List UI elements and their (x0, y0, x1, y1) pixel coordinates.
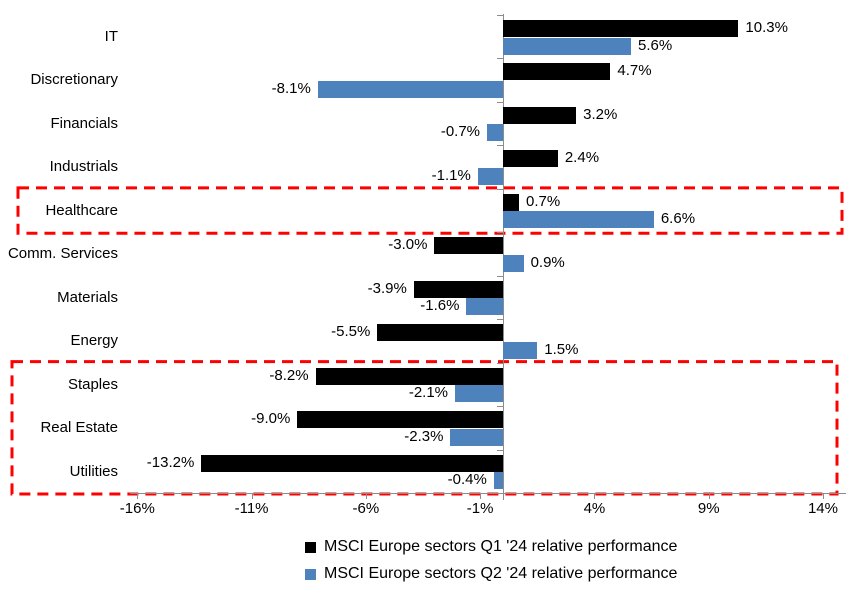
x-axis-tick-label: 14% (807, 500, 838, 517)
category-label-comm-services: Comm. Services (7, 245, 118, 263)
y-axis-tick (497, 493, 503, 494)
value-label-q2-comm-services: 0.9% (530, 253, 565, 271)
value-label-q2-it: 5.6% (637, 36, 673, 54)
y-axis-tick (497, 406, 503, 408)
category-label-real-estate: Real Estate (40, 419, 118, 437)
bar-q1-utilities (201, 454, 503, 472)
value-label-q2-real-estate: -2.3% (404, 427, 444, 445)
x-axis-tick (137, 493, 139, 499)
category-label-financials: Financials (50, 114, 118, 132)
bar-q1-energy (377, 324, 503, 342)
y-axis-tick (497, 58, 503, 60)
value-label-q2-materials: -1.6% (420, 297, 460, 315)
bar-q2-healthcare (503, 211, 654, 229)
bar-q1-comm-services (434, 237, 503, 255)
value-label-q2-staples: -2.1% (408, 384, 449, 402)
value-label-q1-materials: -3.9% (367, 279, 407, 297)
bar-q1-financials (503, 106, 577, 124)
bar-q2-industrials (477, 167, 503, 185)
x-axis-tick (480, 493, 482, 499)
x-axis-line (130, 493, 846, 494)
x-axis-tick-label: -1% (466, 500, 494, 517)
bar-q2-materials (466, 298, 503, 316)
category-label-staples: Staples (67, 375, 118, 393)
chart-legend: MSCI Europe sectors Q1 '24 relative perf… (305, 536, 677, 590)
bar-q2-discretionary (317, 80, 503, 98)
bar-q1-it (503, 20, 739, 37)
value-label-q1-utilities: -13.2% (146, 453, 195, 471)
y-axis-tick (497, 319, 503, 321)
q2-legend-swatch-icon (305, 568, 316, 580)
y-axis-tick (497, 15, 503, 16)
legend-item-q1: MSCI Europe sectors Q1 '24 relative perf… (305, 536, 677, 558)
value-label-q2-healthcare: 6.6% (660, 210, 696, 228)
q1-legend-swatch-icon (305, 541, 316, 553)
x-axis-tick-label: 4% (583, 500, 606, 517)
category-label-healthcare: Healthcare (45, 201, 118, 219)
category-label-energy: Energy (70, 332, 118, 350)
category-label-industrials: Industrials (49, 158, 118, 176)
value-label-q1-energy: -5.5% (331, 323, 371, 341)
value-label-q2-utilities: -0.4% (447, 471, 487, 489)
bar-q1-staples (315, 367, 503, 385)
bar-q1-industrials (503, 150, 558, 168)
bar-q2-staples (455, 385, 503, 403)
category-label-utilities: Utilities (69, 462, 118, 480)
x-axis-tick-label: -16% (119, 500, 155, 517)
value-label-q2-discretionary: -8.1% (271, 79, 311, 97)
legend-label-q1: MSCI Europe sectors Q1 '24 relative perf… (324, 538, 678, 555)
legend-item-q2: MSCI Europe sectors Q2 '24 relative perf… (305, 563, 677, 585)
bar-q1-materials (413, 280, 503, 298)
x-axis-tick (365, 493, 367, 499)
x-axis-tick-label: 9% (697, 500, 720, 517)
value-label-q2-energy: 1.5% (544, 340, 579, 358)
bar-q2-utilities (493, 472, 503, 490)
value-label-q1-financials: 3.2% (583, 105, 618, 123)
bar-q1-healthcare (503, 193, 519, 211)
category-label-materials: Materials (57, 288, 118, 306)
legend-label-q2: MSCI Europe sectors Q2 '24 relative perf… (324, 565, 678, 582)
y-axis-tick (497, 275, 503, 277)
value-label-q1-healthcare: 0.7% (525, 192, 561, 210)
value-label-q1-staples: -8.2% (269, 366, 309, 384)
y-axis-tick (497, 145, 503, 147)
x-axis-tick (594, 493, 596, 499)
value-label-q1-industrials: 2.4% (564, 149, 600, 167)
value-label-q2-industrials: -1.1% (431, 166, 471, 184)
healthcare-highlight (16, 186, 844, 235)
value-label-q1-it: 10.3% (745, 19, 788, 36)
y-axis-tick (497, 362, 503, 364)
y-axis-tick (497, 449, 503, 451)
bar-q1-real-estate (297, 411, 503, 429)
y-axis-tick (497, 232, 503, 234)
value-label-q1-real-estate: -9.0% (251, 410, 291, 428)
y-axis-tick (497, 101, 503, 103)
bar-q2-energy (503, 341, 538, 359)
category-label-it: IT (104, 28, 118, 45)
value-label-q1-comm-services: -3.0% (388, 236, 428, 254)
x-axis-tick-label: -6% (352, 500, 380, 517)
x-axis-tick (708, 493, 710, 499)
bar-q2-it (503, 37, 631, 55)
bar-q2-comm-services (503, 254, 524, 272)
value-label-q2-financials: -0.7% (440, 123, 481, 141)
bar-q2-financials (487, 124, 503, 142)
y-axis-tick (497, 188, 503, 190)
bar-q1-discretionary (503, 63, 611, 81)
category-label-discretionary: Discretionary (30, 71, 118, 89)
x-axis-tick (822, 493, 824, 499)
x-axis-tick (251, 493, 253, 499)
bar-q2-real-estate (450, 428, 503, 446)
x-axis-tick-label: -11% (234, 500, 269, 517)
value-label-q1-discretionary: 4.7% (617, 62, 652, 80)
